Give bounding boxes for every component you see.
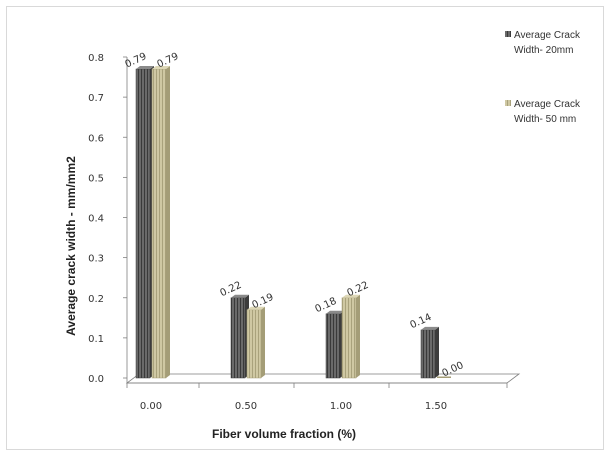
y-tick-label: 0.5 — [88, 173, 104, 184]
bar-side — [261, 306, 265, 378]
y-axis-ticks: 0.0 0.1 0.2 0.3 0.4 0.5 0.6 0.7 0.8 — [88, 53, 127, 385]
y-tick-label: 0.8 — [88, 53, 104, 64]
bar-front — [135, 68, 151, 379]
legend-label-20mm-line2: Width- 20mm — [514, 45, 573, 56]
bar — [341, 294, 360, 379]
x-tick-label: 1.50 — [425, 401, 447, 412]
bar — [230, 294, 249, 379]
y-tick-label: 0.4 — [88, 214, 104, 225]
y-axis-title: Average crack width - mm/mm2 — [64, 156, 78, 336]
bar-front — [341, 297, 357, 379]
bar — [437, 376, 451, 378]
bar-top — [231, 294, 249, 298]
bar-top — [421, 326, 439, 330]
legend-label-50mm-line2: Width- 50 mm — [514, 114, 576, 125]
bar-side — [435, 326, 439, 378]
y-tick-label: 0.2 — [88, 294, 104, 305]
y-tick-label: 0.3 — [88, 254, 104, 265]
bar-top — [136, 66, 154, 70]
bar-top — [326, 310, 344, 314]
legend-swatch-50mm — [505, 100, 511, 106]
x-tick-label: 0.50 — [235, 401, 257, 412]
bar-front — [151, 68, 167, 379]
bar-front — [437, 376, 451, 378]
bar-front — [420, 329, 436, 379]
bar-top — [247, 306, 265, 310]
bar-side — [356, 294, 360, 378]
y-tick-label: 0.6 — [88, 133, 104, 144]
chart-floor — [125, 373, 521, 384]
bar — [151, 66, 170, 379]
x-tick-label: 0.00 — [140, 401, 162, 412]
y-tick-label: 0.1 — [88, 334, 104, 345]
bar-front — [246, 309, 262, 379]
y-tick-label: 0.0 — [88, 374, 104, 385]
legend: Average Crack Width- 20mm Average Crack … — [505, 30, 581, 125]
legend-label-50mm-line1: Average Crack — [514, 99, 581, 110]
bar — [246, 306, 265, 379]
bar-front — [325, 313, 341, 379]
y-tick-label: 0.7 — [88, 93, 104, 104]
bar-side — [166, 66, 170, 378]
legend-swatch-20mm — [505, 31, 511, 37]
bar-front — [230, 297, 246, 379]
x-tick-label: 1.00 — [330, 401, 352, 412]
bar — [325, 310, 344, 379]
bar — [135, 66, 154, 379]
legend-label-20mm-line1: Average Crack — [514, 30, 581, 41]
bar-top — [152, 66, 170, 70]
x-axis-ticks: 0.00 0.50 1.00 1.50 — [126, 383, 508, 412]
bars — [135, 66, 451, 379]
bar — [420, 326, 439, 379]
x-axis-title: Fiber volume fraction (%) — [212, 427, 356, 441]
bar-top — [342, 294, 360, 298]
data-labels: 0.790.220.180.140.790.190.220.00 — [124, 51, 466, 379]
